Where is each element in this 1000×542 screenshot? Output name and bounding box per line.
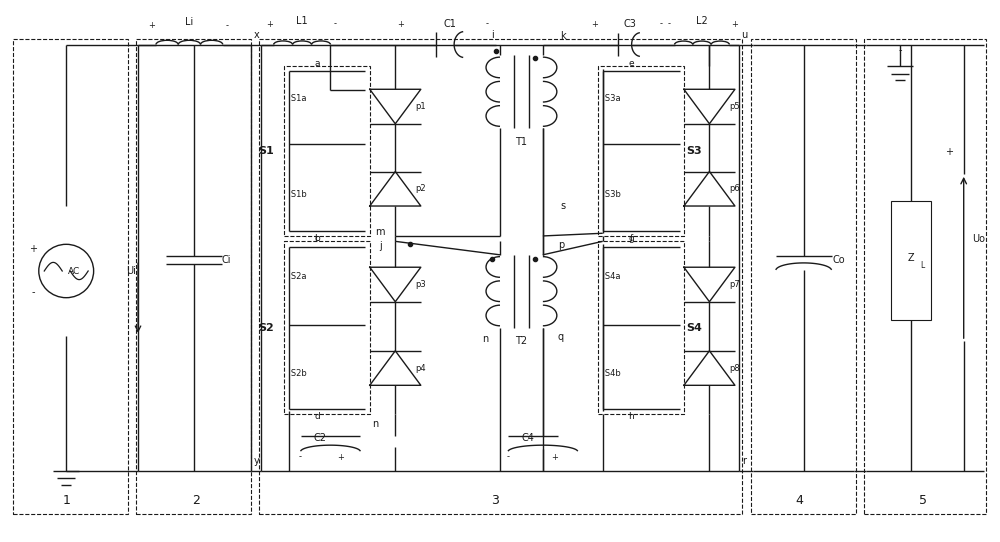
Text: p5: p5: [729, 102, 740, 111]
Text: |S4a: |S4a: [602, 272, 620, 281]
Text: m: m: [376, 227, 385, 237]
Text: -: -: [898, 45, 902, 55]
Text: -: -: [506, 453, 509, 462]
Text: p3: p3: [415, 280, 426, 289]
Text: s: s: [560, 201, 565, 211]
Text: r: r: [742, 456, 746, 466]
Text: +: +: [945, 147, 953, 157]
Text: Uo: Uo: [972, 234, 985, 244]
Text: b: b: [314, 234, 320, 243]
Bar: [13, 39, 128, 514]
Text: 4: 4: [795, 494, 803, 507]
Text: p8: p8: [729, 364, 740, 372]
Text: -: -: [299, 453, 302, 462]
Text: +: +: [731, 20, 738, 29]
Text: -: -: [225, 21, 228, 30]
Text: 1: 1: [62, 494, 70, 507]
Text: +: +: [591, 20, 598, 29]
Text: n: n: [482, 334, 488, 345]
Text: T1: T1: [515, 137, 527, 146]
Text: C1: C1: [444, 19, 457, 29]
Text: +: +: [29, 244, 37, 254]
Text: C3: C3: [623, 19, 636, 29]
Text: 5: 5: [919, 494, 927, 507]
Text: S4: S4: [687, 322, 702, 333]
Text: -: -: [32, 288, 35, 298]
Text: Ui: Ui: [126, 266, 136, 276]
Text: |S1b: |S1b: [288, 190, 306, 199]
Text: |S4b: |S4b: [602, 369, 620, 378]
Text: h: h: [628, 412, 634, 421]
Text: C2: C2: [314, 433, 327, 443]
Text: +: +: [266, 20, 273, 29]
Bar: [751, 39, 856, 514]
Text: p: p: [558, 240, 564, 250]
Text: S2: S2: [258, 322, 274, 333]
Text: Ci: Ci: [222, 255, 231, 265]
Text: p6: p6: [729, 184, 740, 193]
Bar: [864, 39, 986, 514]
Text: |S2a: |S2a: [288, 272, 306, 281]
Text: k: k: [560, 31, 566, 41]
Text: +: +: [337, 453, 344, 462]
Bar: [136, 39, 251, 514]
Text: -: -: [334, 20, 337, 29]
Text: +: +: [397, 20, 404, 29]
Text: T2: T2: [515, 336, 528, 346]
Text: p7: p7: [729, 280, 740, 289]
Text: Z: Z: [908, 253, 914, 262]
Text: f: f: [630, 234, 633, 243]
Text: q: q: [558, 332, 564, 343]
Text: p4: p4: [415, 364, 426, 372]
Text: c: c: [315, 234, 320, 243]
Text: x: x: [254, 30, 260, 40]
Text: d: d: [314, 412, 320, 421]
Bar: [598, 241, 684, 414]
Text: |S3b: |S3b: [602, 190, 621, 199]
Text: |S2b: |S2b: [288, 369, 306, 378]
Bar: [598, 66, 684, 236]
Text: y: y: [254, 456, 260, 466]
Text: i: i: [491, 30, 493, 40]
Text: n: n: [372, 418, 378, 429]
Text: |S3a: |S3a: [602, 94, 620, 103]
Text: L: L: [921, 261, 925, 270]
Text: -: -: [486, 20, 489, 29]
Bar: [284, 66, 370, 236]
Text: +: +: [149, 21, 155, 30]
Text: p1: p1: [415, 102, 426, 111]
Bar: [891, 201, 931, 320]
Text: e: e: [628, 59, 634, 68]
Bar: [259, 39, 742, 514]
Text: S3: S3: [687, 146, 702, 156]
Text: g: g: [628, 234, 634, 243]
Text: u: u: [741, 30, 747, 40]
Text: L2: L2: [696, 16, 708, 27]
Text: Co: Co: [832, 255, 845, 265]
Text: -: -: [668, 20, 671, 29]
Text: Li: Li: [185, 17, 193, 27]
Text: +: +: [551, 453, 558, 462]
Text: AC: AC: [68, 267, 80, 275]
Text: S1: S1: [258, 146, 274, 156]
Text: -: -: [660, 20, 663, 29]
Text: a: a: [314, 59, 320, 68]
Text: 2: 2: [192, 494, 200, 507]
Text: j: j: [379, 241, 382, 250]
Text: L1: L1: [296, 16, 308, 27]
Text: |S1a: |S1a: [288, 94, 306, 103]
Bar: [284, 241, 370, 414]
Text: p2: p2: [415, 184, 426, 193]
Text: 3: 3: [491, 494, 499, 507]
Text: C4: C4: [521, 433, 534, 443]
